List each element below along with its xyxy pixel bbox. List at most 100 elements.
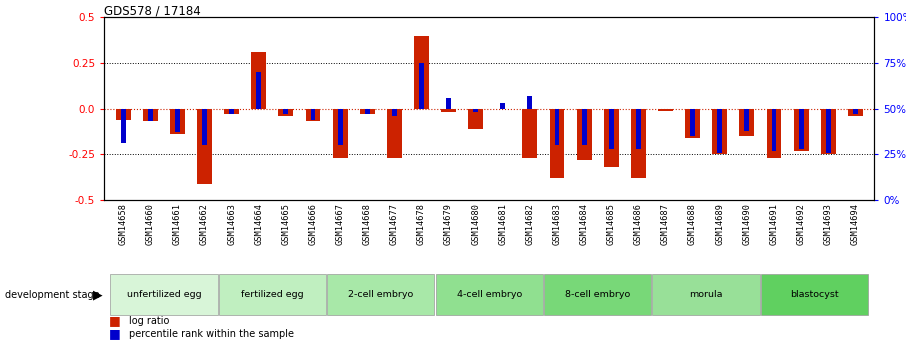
Bar xyxy=(712,109,728,155)
Text: GSM14680: GSM14680 xyxy=(471,203,480,245)
Bar xyxy=(550,109,564,178)
Bar xyxy=(798,109,804,149)
Bar xyxy=(251,52,266,109)
Text: fertilized egg: fertilized egg xyxy=(241,289,304,299)
Bar xyxy=(148,109,153,121)
Bar xyxy=(170,109,185,134)
Bar xyxy=(387,109,401,158)
Bar xyxy=(333,109,348,158)
Text: GSM14693: GSM14693 xyxy=(824,203,833,245)
Bar xyxy=(685,109,700,138)
Bar xyxy=(658,109,673,110)
Text: blastocyst: blastocyst xyxy=(790,289,839,299)
Bar xyxy=(111,274,217,315)
Bar xyxy=(365,109,370,114)
Bar xyxy=(527,96,533,109)
Text: GSM14692: GSM14692 xyxy=(796,203,805,245)
Bar xyxy=(739,109,755,136)
Bar xyxy=(327,274,435,315)
Text: 2-cell embryo: 2-cell embryo xyxy=(348,289,413,299)
Bar xyxy=(229,109,234,114)
Text: ▶: ▶ xyxy=(93,288,102,302)
Bar xyxy=(468,109,483,129)
Text: GSM14689: GSM14689 xyxy=(715,203,724,245)
Bar xyxy=(500,103,506,109)
Text: GSM14677: GSM14677 xyxy=(390,203,399,245)
Text: GSM14690: GSM14690 xyxy=(742,203,751,245)
Text: GSM14664: GSM14664 xyxy=(255,203,264,245)
Bar xyxy=(636,109,641,149)
Bar xyxy=(446,98,451,109)
Text: GSM14661: GSM14661 xyxy=(173,203,182,245)
Bar xyxy=(544,274,651,315)
Text: GSM14694: GSM14694 xyxy=(851,203,860,245)
Bar xyxy=(761,274,868,315)
Bar xyxy=(441,109,456,112)
Text: GSM14688: GSM14688 xyxy=(689,203,697,245)
Text: GSM14686: GSM14686 xyxy=(634,203,643,245)
Text: ■: ■ xyxy=(109,327,120,341)
Bar xyxy=(554,109,560,145)
Text: GDS578 / 17184: GDS578 / 17184 xyxy=(104,4,201,17)
Text: log ratio: log ratio xyxy=(129,316,169,326)
Bar xyxy=(198,109,212,184)
Text: morula: morula xyxy=(689,289,723,299)
Text: GSM14663: GSM14663 xyxy=(227,203,236,245)
Bar xyxy=(284,109,288,114)
Bar xyxy=(338,109,342,145)
Bar xyxy=(652,274,760,315)
Text: GSM14679: GSM14679 xyxy=(444,203,453,245)
Bar xyxy=(175,109,180,132)
Bar xyxy=(419,63,424,109)
Bar xyxy=(120,109,126,144)
Text: percentile rank within the sample: percentile rank within the sample xyxy=(129,329,294,339)
Bar xyxy=(821,109,835,155)
Text: GSM14658: GSM14658 xyxy=(119,203,128,245)
Bar xyxy=(116,109,130,120)
Bar xyxy=(202,109,207,145)
Bar xyxy=(473,109,478,112)
Text: ■: ■ xyxy=(109,314,120,327)
Bar xyxy=(360,109,375,114)
Text: GSM14665: GSM14665 xyxy=(282,203,290,245)
Text: GSM14684: GSM14684 xyxy=(580,203,589,245)
Text: unfertilized egg: unfertilized egg xyxy=(127,289,201,299)
Text: GSM14662: GSM14662 xyxy=(200,203,209,245)
Bar xyxy=(745,109,749,131)
Bar xyxy=(414,36,429,109)
Bar xyxy=(278,109,294,116)
Bar xyxy=(577,109,592,160)
Text: GSM14683: GSM14683 xyxy=(553,203,562,245)
Text: GSM14668: GSM14668 xyxy=(362,203,371,245)
Text: GSM14678: GSM14678 xyxy=(417,203,426,245)
Bar xyxy=(256,72,261,109)
Text: GSM14666: GSM14666 xyxy=(308,203,317,245)
Bar xyxy=(853,109,858,114)
Bar xyxy=(690,109,695,136)
Text: GSM14685: GSM14685 xyxy=(607,203,616,245)
Bar xyxy=(436,274,543,315)
Bar xyxy=(825,109,831,152)
Text: GSM14660: GSM14660 xyxy=(146,203,155,245)
Text: GSM14681: GSM14681 xyxy=(498,203,507,245)
Bar xyxy=(772,109,776,151)
Text: development stage: development stage xyxy=(5,290,99,300)
Bar xyxy=(718,109,722,152)
Bar xyxy=(392,109,397,116)
Bar xyxy=(143,109,158,121)
Bar xyxy=(305,109,321,121)
Text: 4-cell embryo: 4-cell embryo xyxy=(457,289,522,299)
Text: GSM14667: GSM14667 xyxy=(335,203,344,245)
Bar xyxy=(603,109,619,167)
Bar xyxy=(794,109,808,151)
Text: GSM14691: GSM14691 xyxy=(769,203,778,245)
Bar xyxy=(582,109,586,145)
Bar xyxy=(848,109,863,116)
Bar xyxy=(631,109,646,178)
Text: 8-cell embryo: 8-cell embryo xyxy=(565,289,631,299)
Text: GSM14687: GSM14687 xyxy=(661,203,670,245)
Bar xyxy=(766,109,781,158)
Text: GSM14682: GSM14682 xyxy=(525,203,535,245)
Bar xyxy=(311,109,315,120)
Bar xyxy=(609,109,613,149)
